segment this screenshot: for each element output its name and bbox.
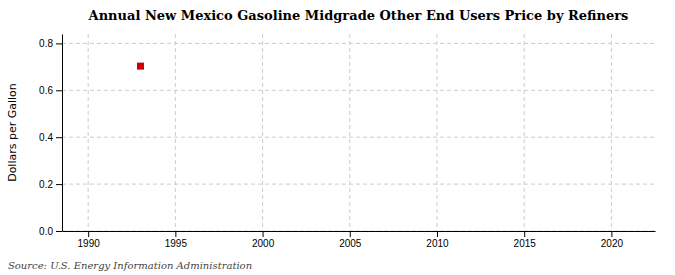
x-tick-label: 2005	[339, 238, 362, 249]
x-tick-mark	[437, 231, 438, 237]
grid-line-y	[62, 231, 655, 232]
x-tick-label: 1995	[165, 238, 188, 249]
grid-line-x	[524, 34, 525, 231]
x-tick-label: 2020	[601, 238, 624, 249]
x-axis: 1990 1995 2000 2005 2010 2015 2020	[63, 231, 656, 249]
x-tick-label: 2015	[514, 238, 537, 249]
x-tick-label: 2000	[252, 238, 275, 249]
y-tick: 0.8	[39, 38, 62, 49]
y-tick: 0.4	[39, 132, 62, 143]
grid-line-x	[88, 34, 89, 231]
title: Annual New Mexico Gasoline Midgrade Othe…	[88, 8, 629, 23]
grid-line-x	[349, 34, 350, 231]
grid-line-y	[62, 43, 655, 44]
y-tick-label: 0.8	[39, 38, 53, 49]
x-tick: 2015	[514, 231, 537, 249]
x-tick-mark	[350, 231, 351, 237]
points	[137, 63, 144, 70]
x-tick: 1995	[165, 231, 188, 249]
grid-line-y	[62, 137, 655, 138]
plot: 1990 1995 2000 2005 2010 2015 2020 0.0 0.2 0.4 0.6…	[39, 34, 655, 249]
x-tick-mark	[88, 231, 89, 237]
y-axis: 0.0 0.2 0.4 0.6 0.8	[39, 35, 62, 237]
source: Source: U.S. Energy Information Administ…	[8, 260, 252, 271]
y-tick-mark	[56, 231, 62, 232]
grid-line-y	[62, 184, 655, 185]
grid-line-x	[262, 34, 263, 231]
x-tick: 2000	[252, 231, 275, 249]
point	[137, 63, 144, 70]
x-tick-mark	[611, 231, 612, 237]
grid-line-x	[436, 34, 437, 231]
y-axis-title: Dollars per Gallon	[6, 83, 19, 182]
x-tick: 2005	[339, 231, 362, 249]
x-tick: 2020	[601, 231, 624, 249]
y-axis-line	[62, 35, 63, 232]
y-tick: 0.6	[39, 85, 62, 96]
y-tick-label: 0.2	[39, 179, 53, 190]
x-tick: 1990	[78, 231, 101, 249]
grid-line-y	[62, 90, 655, 91]
x-tick-mark	[175, 231, 176, 237]
y-tick-mark	[56, 137, 62, 138]
x-tick-mark	[524, 231, 525, 237]
x-tick-mark	[263, 231, 264, 237]
x-axis-line	[63, 231, 656, 232]
x-tick-label: 2010	[426, 238, 449, 249]
y-tick: 0.2	[39, 179, 62, 190]
y-tick-label: 0.0	[39, 226, 53, 237]
x-tick-label: 1990	[78, 238, 101, 249]
chart: 1990 1995 2000 2005 2010 2015 2020 0.0 0.2 0.4 0.6…	[0, 0, 675, 275]
x-tick: 2010	[426, 231, 449, 249]
y-tick-label: 0.4	[39, 132, 53, 143]
y-tick-mark	[56, 90, 62, 91]
y-tick-mark	[56, 43, 62, 44]
grid-line-x	[611, 34, 612, 231]
y-tick-label: 0.6	[39, 85, 53, 96]
y-tick: 0.0	[39, 226, 62, 237]
y-tick-mark	[56, 184, 62, 185]
grid-line-x	[175, 34, 176, 231]
grid	[62, 34, 655, 231]
